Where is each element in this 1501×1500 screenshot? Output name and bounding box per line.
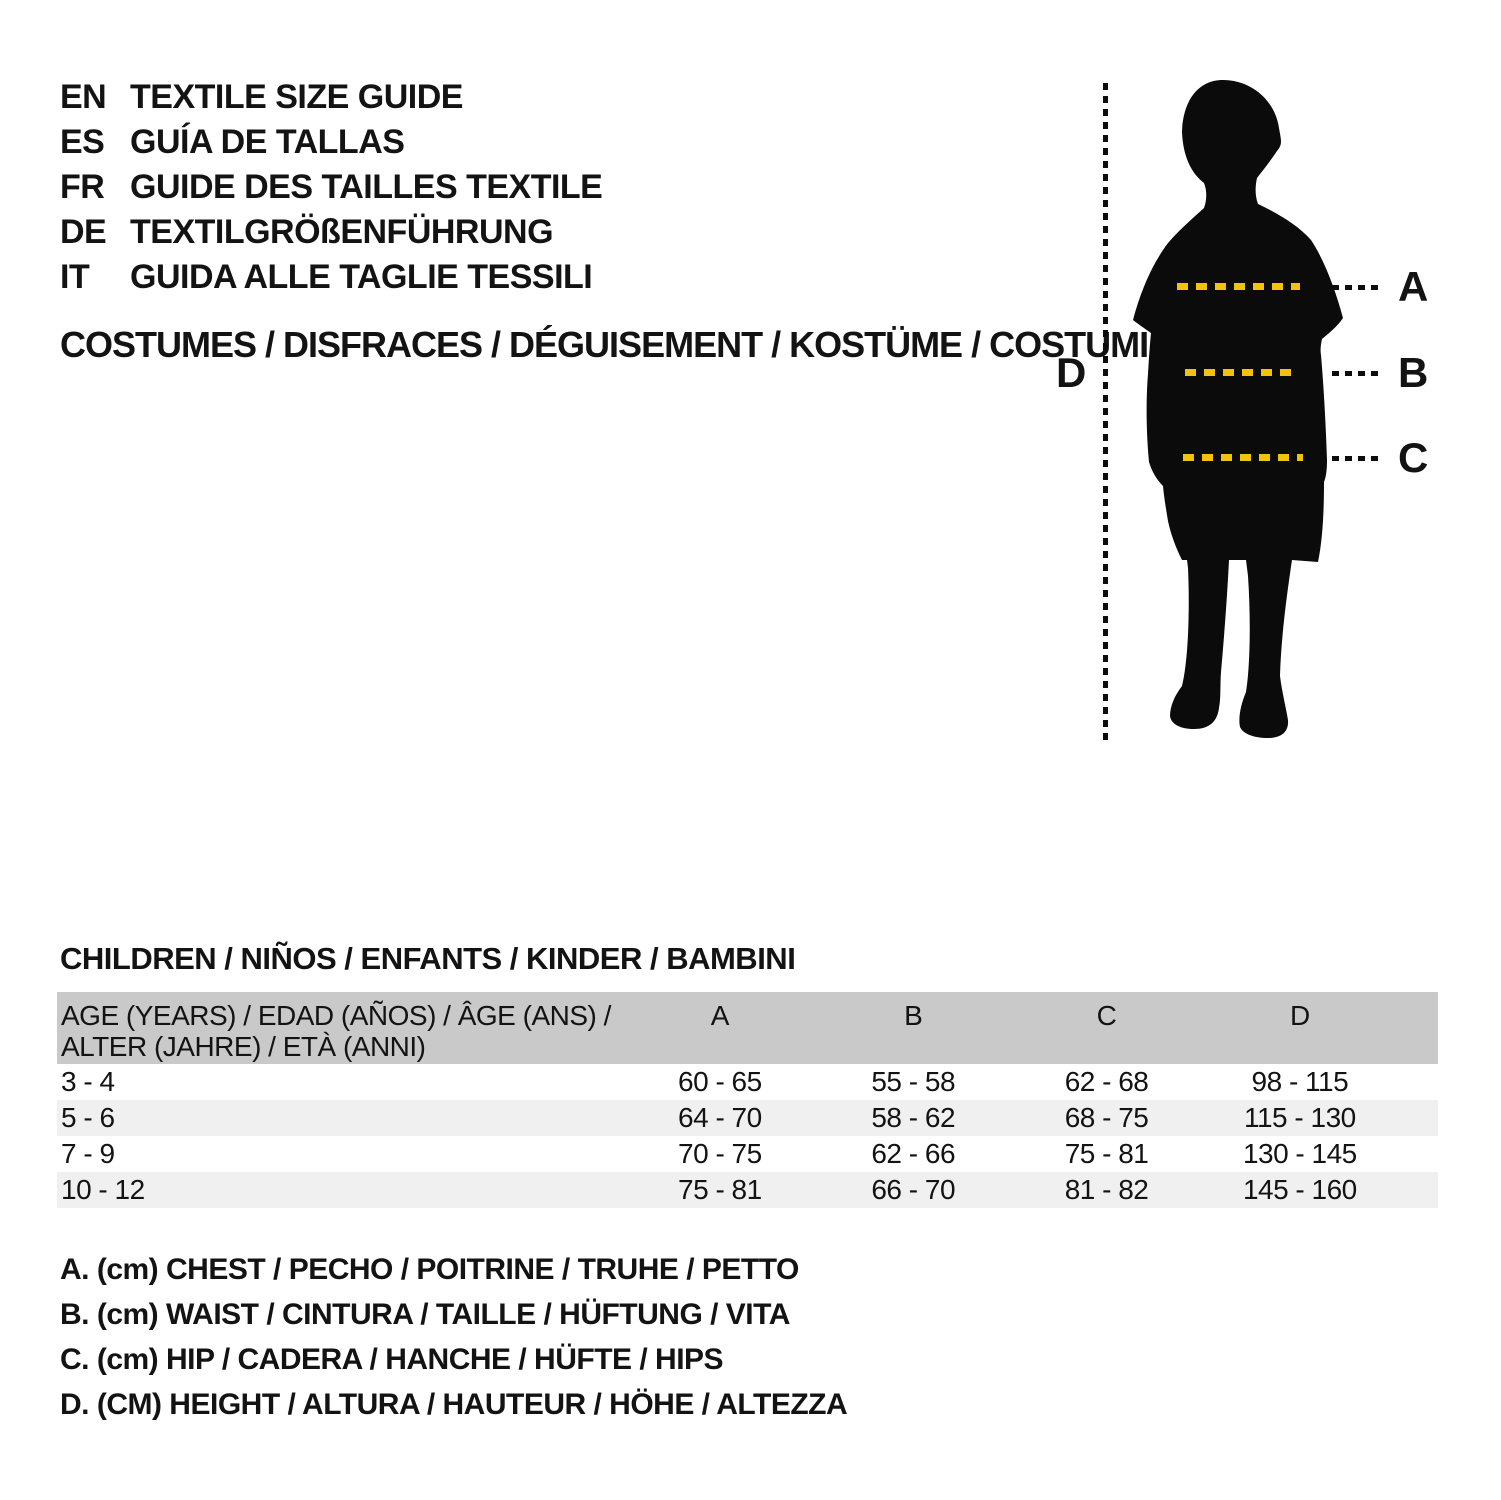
language-code: ES <box>60 123 105 161</box>
legend-item-chest: A. (cm) CHEST / PECHO / POITRINE / TRUHE… <box>60 1253 799 1286</box>
height-cell: 115 - 130 <box>1243 1102 1356 1133</box>
age-header-line2: ALTER (JAHRE) / ETÀ (ANNI) <box>61 1031 426 1062</box>
height-cell: 145 - 160 <box>1242 1174 1357 1205</box>
age-cell: 3 - 4 <box>61 1066 115 1097</box>
age-cell: 5 - 6 <box>61 1102 115 1133</box>
measure-label-hip: C <box>1398 434 1428 481</box>
row-spacer <box>1397 1064 1438 1100</box>
age-cell: 7 - 9 <box>61 1138 115 1169</box>
language-title-list: EN TEXTILE SIZE GUIDE ES GUÍA DE TALLAS … <box>60 75 603 300</box>
language-row: FR GUIDE DES TAILLES TEXTILE <box>60 165 603 210</box>
measure-label-waist: B <box>1398 349 1428 396</box>
child-silhouette-image <box>1133 80 1343 738</box>
measurement-figure: A B C D <box>1056 80 1428 743</box>
legend-item-height: D. (CM) HEIGHT / ALTURA / HAUTEUR / HÖHE… <box>60 1388 848 1421</box>
language-title: TEXTILE SIZE GUIDE <box>130 78 463 116</box>
language-row: ES GUÍA DE TALLAS <box>60 120 602 165</box>
column-header-b: B <box>904 1000 923 1031</box>
chest-measure-line <box>1177 283 1300 290</box>
language-title: GUIDA ALLE TAGLIE TESSILI <box>130 258 593 296</box>
hip-callout-line <box>1332 456 1384 461</box>
language-title: GUIDE DES TAILLES TEXTILE <box>130 168 603 206</box>
row-spacer <box>1397 1172 1438 1208</box>
table-row: 7 - 9 70 - 75 62 - 66 75 - 81 130 - 145 <box>57 1136 1438 1172</box>
row-spacer <box>1397 1136 1438 1172</box>
age-header-line1: AGE (YEARS) / EDAD (AÑOS) / ÂGE (ANS) / <box>61 1000 611 1031</box>
language-code: EN <box>60 78 107 116</box>
table-header-row: AGE (YEARS) / EDAD (AÑOS) / ÂGE (ANS) / … <box>57 992 1438 1064</box>
legend-item-waist: B. (cm) WAIST / CINTURA / TAILLE / HÜFTU… <box>60 1298 790 1331</box>
hip-cell: 68 - 75 <box>1064 1102 1149 1133</box>
language-row: DE TEXTILGRÖßENFÜHRUNG <box>60 210 602 255</box>
chest-cell: 70 - 75 <box>678 1138 762 1169</box>
column-header-c: C <box>1096 1000 1117 1031</box>
age-cell: 10 - 12 <box>61 1174 145 1205</box>
measure-label-height: D <box>1056 349 1086 396</box>
hip-cell: 62 - 68 <box>1064 1066 1149 1097</box>
chest-callout-line <box>1332 285 1384 290</box>
waist-callout-line <box>1332 371 1384 376</box>
language-row: EN TEXTILE SIZE GUIDE <box>60 75 602 120</box>
waist-measure-line <box>1185 369 1297 376</box>
waist-cell: 58 - 62 <box>871 1102 956 1133</box>
waist-cell: 66 - 70 <box>871 1174 956 1205</box>
header-spacer <box>1397 992 1438 1000</box>
height-cell: 98 - 115 <box>1251 1066 1349 1097</box>
legend-item-hip: C. (cm) HIP / CADERA / HANCHE / HÜFTE / … <box>60 1343 724 1376</box>
size-table: AGE (YEARS) / EDAD (AÑOS) / ÂGE (ANS) / … <box>57 992 1438 1208</box>
table-row: 10 - 12 75 - 81 66 - 70 81 - 82 145 - 16… <box>57 1172 1438 1208</box>
category-title: COSTUMES / DISFRACES / DÉGUISEMENT / KOS… <box>60 324 1149 365</box>
row-spacer <box>1397 1100 1438 1136</box>
column-header-d: D <box>1289 1000 1310 1031</box>
table-row: 5 - 6 64 - 70 58 - 62 68 - 75 115 - 130 <box>57 1100 1438 1136</box>
measure-label-chest: A <box>1398 263 1428 310</box>
age-header-cell: AGE (YEARS) / EDAD (AÑOS) / ÂGE (ANS) / … <box>57 992 623 1062</box>
chest-cell: 60 - 65 <box>678 1066 762 1097</box>
language-row: IT GUIDA ALLE TAGLIE TESSILI <box>60 255 602 300</box>
table-row: 3 - 4 60 - 65 55 - 58 62 - 68 98 - 115 <box>57 1064 1438 1100</box>
hip-cell: 75 - 81 <box>1064 1138 1149 1169</box>
measurement-legend: A. (cm) CHEST / PECHO / POITRINE / TRUHE… <box>60 1247 848 1427</box>
waist-cell: 62 - 66 <box>871 1138 956 1169</box>
height-dashed-line <box>1103 83 1108 743</box>
table-section-title: CHILDREN / NIÑOS / ENFANTS / KINDER / BA… <box>60 941 796 976</box>
language-title: TEXTILGRÖßENFÜHRUNG <box>130 213 554 251</box>
language-title: GUÍA DE TALLAS <box>130 123 405 161</box>
height-cell: 130 - 145 <box>1242 1138 1357 1169</box>
chest-cell: 75 - 81 <box>678 1174 762 1205</box>
column-header-a: A <box>710 1000 730 1031</box>
waist-cell: 55 - 58 <box>871 1066 956 1097</box>
language-code: IT <box>60 258 90 296</box>
hip-measure-line <box>1183 454 1303 461</box>
chest-cell: 64 - 70 <box>678 1102 762 1133</box>
hip-cell: 81 - 82 <box>1064 1174 1149 1205</box>
language-code: DE <box>60 213 107 251</box>
language-code: FR <box>60 168 105 206</box>
